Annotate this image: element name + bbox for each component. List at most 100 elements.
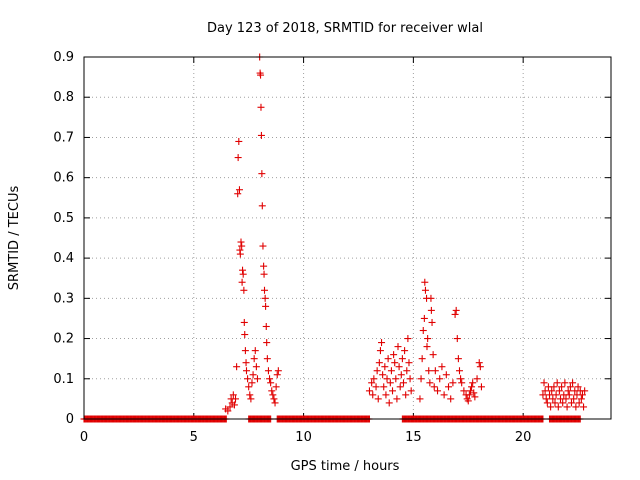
data-point (431, 367, 439, 375)
data-point (374, 395, 382, 403)
data-point (470, 389, 478, 397)
data-point (402, 391, 410, 399)
data-point (550, 383, 558, 391)
data-point (577, 395, 585, 403)
data-point (229, 391, 237, 399)
data-point (232, 395, 240, 403)
data-point (268, 387, 276, 395)
data-point (382, 391, 390, 399)
data-point (553, 379, 561, 387)
data-point (239, 266, 247, 274)
data-point (430, 383, 438, 391)
data-point (543, 399, 551, 407)
data-point (397, 371, 405, 379)
data-point (551, 399, 559, 407)
data-point (580, 403, 588, 411)
data-point (375, 359, 383, 367)
data-point (447, 395, 455, 403)
data-point (383, 375, 391, 383)
y-tick-label: 0.2 (53, 332, 74, 347)
data-point (567, 399, 575, 407)
y-tick-label: 0.5 (53, 211, 74, 226)
data-point (264, 367, 272, 375)
data-point (555, 387, 563, 395)
data-point (387, 367, 395, 375)
data-point (247, 395, 255, 403)
data-point (429, 351, 437, 359)
y-tick-label: 0.4 (53, 251, 74, 266)
data-point (260, 270, 268, 278)
data-point (260, 262, 268, 270)
data-point (404, 335, 412, 343)
data-point (245, 383, 253, 391)
data-point (251, 347, 259, 355)
data-point (455, 367, 463, 375)
data-point (465, 391, 473, 399)
data-point (259, 242, 267, 250)
data-point (475, 359, 483, 367)
data-point (427, 294, 435, 302)
data-point (238, 278, 246, 286)
data-point (239, 270, 247, 278)
data-point (368, 379, 376, 387)
data-point (235, 137, 243, 145)
data-point (540, 379, 548, 387)
data-point (423, 343, 431, 351)
data-point (417, 375, 425, 383)
data-point (458, 379, 466, 387)
x-axis-label: GPS time / hours (291, 459, 400, 474)
data-point (407, 387, 415, 395)
data-point (440, 391, 448, 399)
data-points (80, 53, 589, 423)
data-point (401, 347, 409, 355)
x-tick-label: 20 (515, 430, 532, 445)
data-point (389, 387, 397, 395)
axis-ticks: 0 0.1 0.2 0.3 0.4 0.5 0.6 0.7 0.8 0.9 0 5 10 15 20 (53, 50, 611, 445)
data-point (546, 391, 554, 399)
data-point (381, 363, 389, 371)
data-point (379, 371, 387, 379)
data-point (464, 397, 472, 405)
data-point (424, 335, 432, 343)
data-point (548, 387, 556, 395)
data-point (249, 371, 257, 379)
data-point (269, 391, 277, 399)
data-point (569, 379, 577, 387)
data-point (262, 302, 270, 310)
data-point (257, 103, 265, 111)
data-point (547, 403, 555, 411)
data-point (236, 250, 244, 258)
data-point (393, 395, 401, 403)
data-point (257, 131, 265, 139)
data-point (403, 367, 411, 375)
data-point (416, 395, 424, 403)
data-point (477, 383, 485, 391)
data-point (405, 359, 413, 367)
y-tick-label: 0.9 (53, 50, 74, 65)
data-point (237, 238, 245, 246)
data-point (233, 363, 241, 371)
data-point (253, 375, 261, 383)
x-tick-label: 15 (405, 430, 422, 445)
data-point (365, 387, 373, 395)
data-point (398, 355, 406, 363)
y-tick-label: 0.1 (53, 372, 74, 387)
data-point (273, 371, 281, 379)
data-point (469, 379, 477, 387)
data-point (241, 331, 249, 339)
data-point (406, 375, 414, 383)
data-point (539, 391, 547, 399)
chart-title: Day 123 of 2018, SRMTID for receiver wla… (207, 21, 483, 36)
data-point (263, 339, 271, 347)
data-point (385, 399, 393, 407)
data-point (549, 395, 557, 403)
data-point (565, 391, 573, 399)
grid (84, 57, 611, 419)
data-point (570, 395, 578, 403)
data-point (272, 383, 280, 391)
y-tick-label: 0 (66, 412, 74, 427)
data-point (581, 387, 589, 395)
data-point (234, 154, 242, 162)
data-point (261, 294, 269, 302)
data-point (263, 355, 271, 363)
